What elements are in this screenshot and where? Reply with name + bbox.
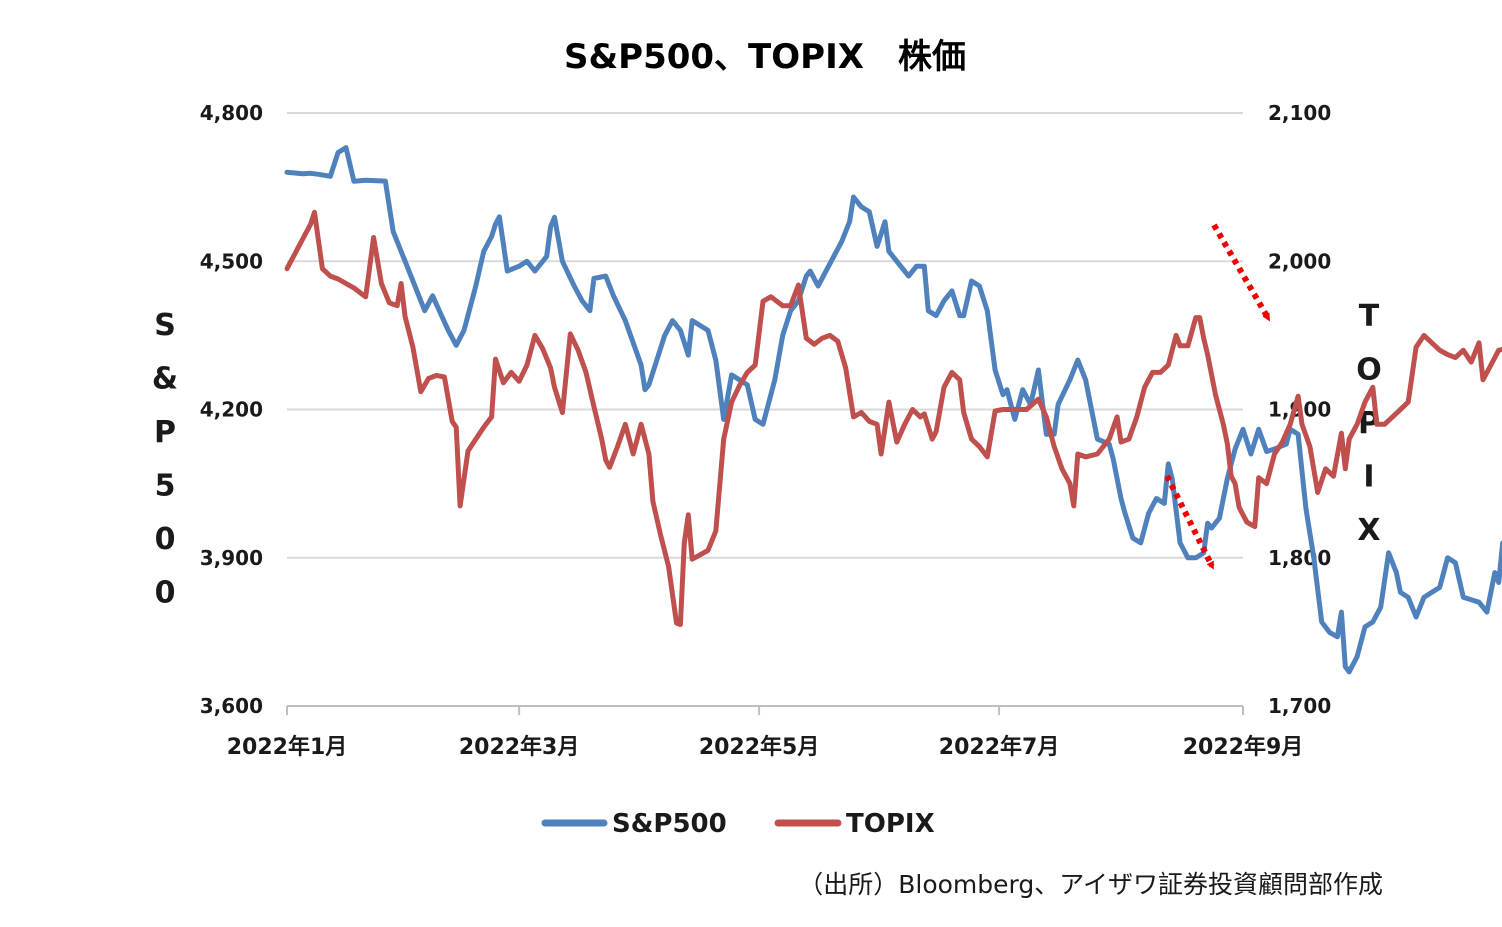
legend: S&P500 TOPIX [541, 809, 935, 839]
source-note: （出所）Bloomberg、アイザワ証券投資顧問部作成 [798, 870, 1383, 899]
y-left-tick-label: 3,600 [200, 694, 263, 718]
y-right-axis-title-letter: O [1356, 353, 1382, 388]
trend-arrow [1164, 474, 1215, 570]
y-left-tick-label: 4,800 [200, 101, 263, 125]
x-tick-label: 2022年9月 [1183, 734, 1304, 760]
y-left-axis-title-letter: 0 [155, 522, 176, 557]
series-line-topix [284, 209, 1502, 627]
x-tick-label: 2022年7月 [939, 734, 1060, 760]
y-right-axis-title-letter: I [1363, 460, 1374, 495]
y-left-tick-label: 3,900 [200, 546, 263, 570]
trend-arrow [1211, 223, 1271, 322]
y-left-axis-title-letter: 0 [155, 576, 176, 611]
y-right-tick-label: 2,100 [1268, 101, 1331, 125]
y-right-axis-title-letter: X [1357, 513, 1380, 548]
y-right-axis-title-letter: T [1359, 299, 1380, 334]
y-right-tick-label: 1,700 [1268, 694, 1331, 718]
x-tick-label: 2022年1月 [227, 734, 348, 760]
y-left-axis-title-letter: P [154, 415, 176, 450]
chart-title: S&P500、TOPIX 株価 [564, 37, 966, 77]
legend-label-sp500: S&P500 [612, 809, 727, 839]
y-right-tick-label: 2,000 [1268, 249, 1331, 273]
series-line-sp500 [284, 145, 1502, 675]
y-right-tick-label: 1,800 [1268, 546, 1331, 570]
y-left-axis-title-letter: 5 [155, 469, 176, 504]
y-left-tick-label: 4,200 [200, 398, 263, 422]
y-left-axis-title-letter: & [152, 362, 178, 397]
gridlines [287, 112, 1243, 559]
y-left-tick-label: 4,500 [200, 249, 263, 273]
x-tick-label: 2022年3月 [459, 734, 580, 760]
legend-label-topix: TOPIX [846, 809, 935, 839]
plot-area [284, 145, 1502, 675]
annotations [1164, 223, 1271, 570]
y-left-axis-title-letter: S [154, 308, 176, 343]
x-tick-label: 2022年5月 [699, 734, 820, 760]
